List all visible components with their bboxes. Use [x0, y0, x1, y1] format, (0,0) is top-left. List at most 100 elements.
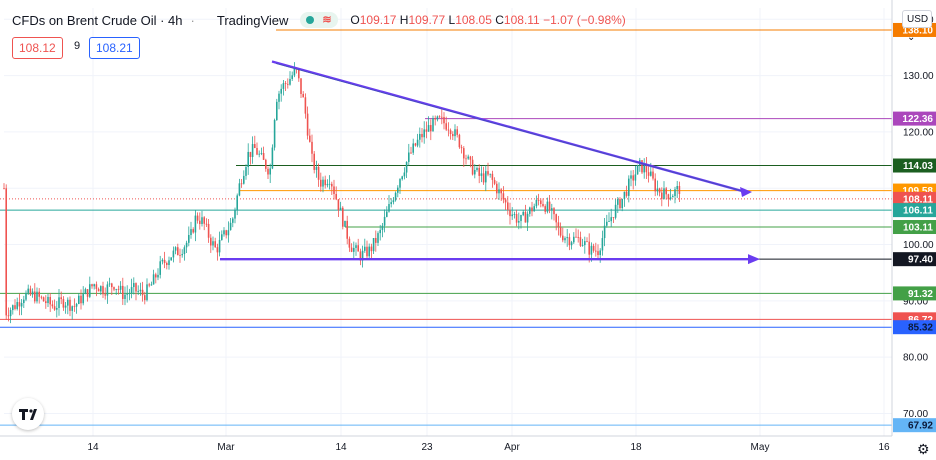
candle-body [267, 168, 269, 175]
candle-body [291, 75, 293, 79]
candle-body [174, 247, 177, 251]
candle-body [678, 185, 681, 194]
candle-body [93, 284, 95, 287]
candle-body [203, 217, 205, 224]
price-label-text: 97.40 [908, 255, 933, 266]
candle-body [144, 295, 146, 301]
price-axis[interactable]: 140.00130.00120.00110.00100.0090.0080.00… [891, 0, 934, 436]
candle-body [170, 257, 172, 261]
candle-body [595, 250, 597, 252]
candle-body [458, 134, 461, 148]
candle-body [392, 200, 395, 203]
trendlines[interactable] [220, 60, 760, 265]
candle-body [566, 237, 568, 239]
candlesticks [3, 62, 681, 324]
candle-body [100, 286, 102, 292]
candle-body [49, 296, 51, 305]
candle-body [53, 306, 56, 310]
time-axis[interactable]: 14 Mar 14 23 Apr 18 May 16 [0, 435, 892, 453]
candle-body [621, 198, 623, 209]
candle-body [126, 293, 128, 295]
gear-icon[interactable]: ⚙ [917, 441, 930, 457]
candle-body [482, 173, 485, 183]
candle-body [84, 289, 87, 294]
candle-body [69, 299, 71, 311]
candle-body [647, 172, 650, 176]
candle-body [302, 93, 304, 98]
sell-button[interactable]: 108.12 [12, 37, 63, 59]
price-label-text: 108.11 [903, 194, 933, 205]
candle-body [113, 287, 115, 290]
candle-body [586, 241, 588, 242]
candle-body [342, 207, 344, 227]
candle-body [339, 207, 342, 211]
candle-body [522, 211, 524, 216]
candle-body [344, 220, 346, 227]
candle-body [75, 303, 78, 307]
buy-button[interactable]: 108.21 [89, 37, 140, 59]
candle-body [614, 204, 617, 218]
candle-body [23, 299, 25, 304]
candle-body [416, 139, 419, 146]
market-status-badge[interactable]: ≋ [300, 12, 339, 28]
candle-body [311, 141, 313, 154]
candle-body [375, 237, 377, 243]
candle-body [623, 191, 626, 199]
candle-body [397, 187, 399, 193]
candle-body [287, 83, 289, 85]
candle-body [225, 230, 227, 236]
price-label-bg [893, 158, 936, 173]
symbol-title[interactable]: CFDs on Brent Crude Oil · 4h [12, 12, 183, 28]
candle-body [7, 315, 10, 317]
candle-body [386, 211, 388, 217]
candle-body [548, 201, 551, 211]
candle-body [97, 288, 100, 292]
price-label-text: 91.32 [908, 289, 933, 300]
price-label-text: 85.32 [908, 323, 933, 334]
candle-body [205, 223, 208, 225]
candle-body [177, 247, 179, 256]
ohlc-readout: O109.17 H109.77 L108.05 C108.11 −1.07 (−… [350, 13, 626, 27]
candle-body [258, 153, 260, 155]
candle-body [20, 303, 23, 307]
candle-body [377, 233, 379, 243]
price-label-bg [893, 191, 936, 206]
price-tick-label: 120.00 [903, 127, 934, 138]
candle-body [390, 202, 392, 205]
time-tick-label: May [751, 442, 770, 453]
candle-body [562, 235, 564, 241]
candle-body [643, 164, 645, 173]
candle-body [276, 101, 278, 121]
candle-body [166, 262, 168, 266]
price-labels: 138.10122.36114.03109.58108.1102:48:4106… [893, 22, 936, 433]
candle-body [410, 152, 412, 154]
candle-body [150, 284, 153, 286]
candle-body [12, 305, 14, 311]
candle-body [181, 254, 183, 256]
candle-body [432, 118, 434, 132]
candle-body [408, 152, 410, 162]
candle-body [293, 68, 296, 76]
candle-body [507, 202, 509, 210]
candle-body [60, 297, 62, 300]
candle-body [119, 285, 122, 290]
candle-body [273, 120, 276, 148]
tradingview-logo-icon[interactable] [12, 398, 44, 430]
candle-body [535, 199, 538, 207]
candle-body [478, 167, 480, 176]
candle-body [599, 250, 601, 256]
currency-button[interactable]: USD ⌄ [902, 10, 932, 43]
candle-body [335, 193, 337, 200]
candle-body [381, 225, 384, 230]
candle-body [190, 229, 192, 236]
candle-body [227, 230, 230, 236]
candle-body [71, 306, 73, 311]
candle-body [533, 206, 535, 212]
candle-body [247, 151, 249, 168]
candle-body [238, 183, 241, 196]
candle-body [282, 83, 285, 89]
tv-logo-icon [19, 409, 37, 420]
candle-body [443, 116, 445, 124]
candle-body [163, 259, 166, 263]
